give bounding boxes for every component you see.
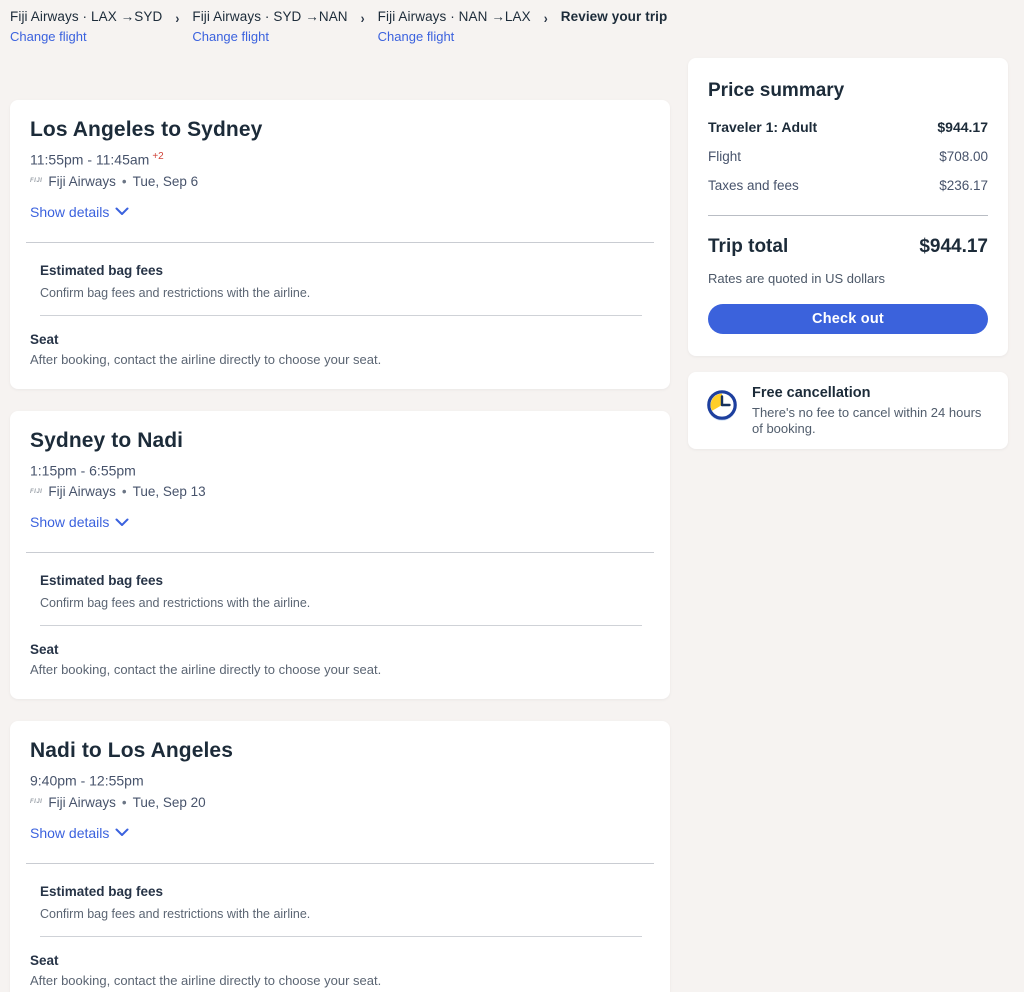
airline-name: Fiji Airways [48, 794, 116, 810]
bag-fees-heading: Estimated bag fees [40, 262, 164, 278]
flight-airline-row: FIJI Fiji Airways • Tue, Sep 6 [30, 174, 650, 189]
breadcrumb-label: Fiji Airways · LAX →SYD [10, 9, 163, 24]
chevron-right-icon: › [543, 10, 548, 27]
flight-airline-row: FIJI Fiji Airways • Tue, Sep 13 [30, 484, 650, 499]
seat-heading: Seat [30, 952, 59, 968]
bag-fees-text: Confirm bag fees and restrictions with t… [40, 596, 311, 611]
flight-card-syd-nan: Sydney to Nadi 1:15pm - 6:55pm FIJI Fiji… [10, 410, 670, 700]
flight-times: 1:15pm - 6:55pm [30, 462, 650, 479]
dot-separator: • [121, 173, 127, 189]
breadcrumb: Fiji Airways · LAX →SYD Change flight › … [10, 9, 667, 44]
seat-section: Seat After booking, contact the airline … [30, 953, 650, 988]
divider [40, 625, 642, 627]
flight-time-range: 9:40pm - 12:55pm [30, 772, 144, 789]
flight-card-nan-lax: Nadi to Los Angeles 9:40pm - 12:55pm FIJ… [10, 721, 670, 992]
fiji-airways-logo-icon: FIJI [30, 488, 43, 495]
chevron-down-icon [115, 207, 129, 216]
trip-total-row: Trip total $944.17 [708, 236, 988, 258]
dot-separator: • [121, 794, 127, 810]
seat-text: After booking, contact the airline direc… [30, 351, 382, 367]
chevron-down-icon [115, 828, 129, 837]
checkout-button[interactable]: Check out [708, 304, 988, 334]
flight-times: 11:55pm - 11:45am +2 [30, 151, 650, 168]
clock-icon [707, 390, 737, 421]
seat-text: After booking, contact the airline direc… [30, 662, 382, 678]
show-details-button[interactable]: Show details [30, 514, 129, 530]
dot-separator: • [121, 484, 127, 500]
divider [708, 215, 988, 216]
flight-card-lax-syd: Los Angeles to Sydney 11:55pm - 11:45am +… [10, 100, 670, 389]
flight-date: Tue, Sep 13 [132, 484, 206, 500]
price-row-value: $944.17 [937, 119, 988, 135]
bag-fees-section: Estimated bag fees Confirm bag fees and … [30, 263, 650, 300]
flight-time-range: 11:55pm - 11:45am [30, 151, 150, 168]
day-offset-badge: +2 [152, 151, 164, 162]
flight-list: Los Angeles to Sydney 11:55pm - 11:45am +… [10, 100, 670, 992]
flight-airline-row: FIJI Fiji Airways • Tue, Sep 20 [30, 795, 650, 810]
flight-title: Nadi to Los Angeles [30, 739, 233, 763]
seat-heading: Seat [30, 642, 59, 658]
flight-times: 9:40pm - 12:55pm [30, 772, 650, 789]
show-details-label: Show details [30, 203, 110, 220]
change-flight-link-2[interactable]: Change flight [192, 29, 269, 44]
divider [40, 935, 642, 937]
price-row-label: Taxes and fees [708, 178, 799, 193]
flight-date: Tue, Sep 6 [132, 173, 199, 189]
price-row-flight: Flight $708.00 [708, 149, 988, 164]
price-row-value: $236.17 [939, 178, 988, 193]
show-details-button[interactable]: Show details [30, 825, 129, 841]
seat-section: Seat After booking, contact the airline … [30, 642, 650, 677]
breadcrumb-item-nan-lax: Fiji Airways · NAN →LAX Change flight [378, 9, 531, 44]
rates-note: Rates are quoted in US dollars [708, 271, 886, 286]
breadcrumb-item-lax-syd: Fiji Airways · LAX →SYD Change flight [10, 9, 162, 44]
bag-fees-section: Estimated bag fees Confirm bag fees and … [30, 573, 650, 610]
fiji-airways-logo-icon: FIJI [30, 178, 43, 185]
show-details-label: Show details [30, 824, 110, 841]
seat-text: After booking, contact the airline direc… [30, 972, 382, 988]
free-cancellation-title: Free cancellation [752, 385, 871, 401]
airline-name: Fiji Airways [48, 484, 116, 500]
price-row-taxes: Taxes and fees $236.17 [708, 178, 988, 193]
divider [26, 552, 654, 554]
breadcrumb-current-review-your-trip: Review your trip [560, 9, 668, 24]
free-cancellation-text: There's no fee to cancel within 24 hours… [752, 405, 982, 436]
chevron-down-icon [115, 518, 129, 526]
price-row-value: $708.00 [939, 149, 988, 164]
change-flight-link-3[interactable]: Change flight [377, 29, 455, 44]
price-summary-title: Price summary [708, 80, 845, 101]
price-row-label: Flight [708, 149, 742, 164]
price-row-label: Traveler 1: Adult [708, 119, 818, 135]
trip-total-value: $944.17 [919, 236, 988, 257]
divider [26, 862, 654, 864]
free-cancellation-content: Free cancellation There's no fee to canc… [752, 385, 992, 436]
breadcrumb-label: Fiji Airways · SYD →NAN [192, 9, 348, 24]
trip-total-label: Trip total [708, 236, 789, 257]
airline-name: Fiji Airways [48, 173, 116, 189]
breadcrumb-label: Fiji Airways · NAN →LAX [377, 9, 531, 24]
flight-title: Los Angeles to Sydney [30, 118, 263, 141]
bag-fees-text: Confirm bag fees and restrictions with t… [40, 906, 311, 921]
flight-time-range: 1:15pm - 6:55pm [30, 462, 136, 479]
change-flight-link-1[interactable]: Change flight [10, 29, 87, 44]
flight-title: Sydney to Nadi [30, 428, 184, 452]
flight-date: Tue, Sep 20 [132, 794, 206, 810]
free-cancellation-card: Free cancellation There's no fee to canc… [688, 372, 1008, 450]
bag-fees-section: Estimated bag fees Confirm bag fees and … [30, 884, 650, 921]
bag-fees-heading: Estimated bag fees [40, 883, 164, 899]
chevron-right-icon: › [360, 10, 365, 27]
price-summary-card: Price summary Traveler 1: Adult $944.17 … [688, 58, 1008, 356]
divider [26, 241, 654, 243]
bag-fees-text: Confirm bag fees and restrictions with t… [40, 285, 311, 300]
show-details-button[interactable]: Show details [30, 204, 129, 220]
bag-fees-heading: Estimated bag fees [40, 573, 164, 589]
chevron-right-icon: › [175, 10, 180, 27]
seat-section: Seat After booking, contact the airline … [30, 332, 650, 367]
sidebar: Price summary Traveler 1: Adult $944.17 … [688, 58, 1008, 450]
price-row-traveler: Traveler 1: Adult $944.17 [708, 119, 988, 135]
show-details-label: Show details [30, 514, 110, 531]
fiji-airways-logo-icon: FIJI [30, 799, 43, 806]
breadcrumb-item-syd-nan: Fiji Airways · SYD →NAN Change flight [192, 9, 347, 44]
divider [40, 314, 642, 316]
seat-heading: Seat [30, 331, 59, 347]
